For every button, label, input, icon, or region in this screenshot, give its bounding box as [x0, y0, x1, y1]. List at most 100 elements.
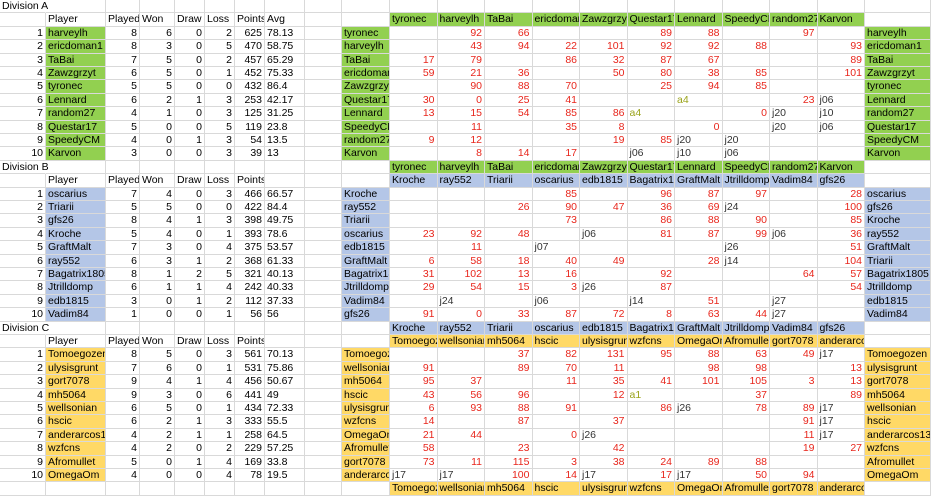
result: j26: [580, 428, 628, 443]
stat: 78.6: [265, 227, 305, 242]
matrix-footer: Afromullet: [722, 482, 770, 496]
result: 37: [485, 348, 533, 362]
stat: 5: [106, 120, 140, 134]
result: 14: [532, 469, 580, 483]
result: 12: [437, 134, 485, 148]
stat: 58.75: [265, 40, 305, 54]
cell: [342, 174, 390, 188]
result: 85: [532, 187, 580, 201]
cell: [675, 281, 723, 295]
result: 11: [437, 120, 485, 134]
result: 90: [532, 201, 580, 215]
cell: [305, 308, 342, 322]
matrix-row-name: wzfcns: [342, 415, 390, 429]
result: 56: [437, 388, 485, 402]
matrix-row-name: ericdoman1: [342, 67, 390, 81]
cell: [865, 321, 931, 335]
stat: 49: [265, 388, 305, 402]
matrix-row-name: anderarcos13: [342, 469, 390, 483]
matrix-footer: wellsonian: [437, 482, 485, 496]
stat: 5: [106, 455, 140, 469]
cell: [390, 348, 438, 362]
stat: 1: [175, 214, 205, 228]
result: 38: [675, 67, 723, 81]
stat: 0: [140, 308, 175, 322]
stat: 422: [235, 201, 265, 215]
stat: 53.57: [265, 241, 305, 255]
cell: [580, 147, 628, 161]
stat: 40.33: [265, 281, 305, 295]
cell: [865, 13, 931, 27]
column-header: Won: [140, 335, 175, 349]
stat: 5: [140, 53, 175, 67]
result: 88: [675, 348, 723, 362]
result: j14: [627, 294, 675, 309]
matrix-footer: Tomoegozen: [390, 482, 438, 496]
stat: 10: [0, 469, 46, 483]
stat: 6: [140, 26, 175, 41]
cell: [865, 160, 931, 175]
matrix-footer: harveylh: [437, 160, 485, 175]
result: 23: [485, 442, 533, 456]
ranked-name: ulysisgrunt: [865, 361, 931, 376]
result: 90: [437, 80, 485, 94]
cell: [46, 321, 106, 335]
cell: [722, 26, 770, 41]
result: 37: [580, 415, 628, 429]
result: 44: [722, 308, 770, 322]
result: j14: [722, 254, 770, 268]
cell: [175, 160, 205, 175]
result: 93: [437, 402, 485, 416]
stat: 1: [175, 254, 205, 268]
matrix-footer: ulysisgrunt: [580, 482, 628, 496]
result: 23: [390, 227, 438, 242]
result: 32: [580, 53, 628, 67]
stat: 9: [106, 375, 140, 389]
stat: 56: [235, 308, 265, 322]
result: 101: [675, 375, 723, 389]
stat: 0: [175, 241, 205, 255]
cell: [627, 415, 675, 429]
cell: [580, 294, 628, 309]
cell: [437, 0, 485, 14]
stat: 7: [0, 107, 46, 121]
result: 91: [390, 308, 438, 322]
matrix-header: Vadim84: [770, 174, 818, 188]
stat: 393: [235, 227, 265, 242]
stat: 5: [205, 40, 235, 54]
matrix-footer: gfs26: [817, 321, 865, 335]
ranked-name: wellsonian: [865, 402, 931, 416]
cell: [437, 348, 485, 362]
stat: 119: [235, 120, 265, 134]
stat: 3: [205, 147, 235, 161]
ranked-name: harveylh: [865, 26, 931, 41]
result: 37: [722, 388, 770, 402]
result: 64: [770, 268, 818, 282]
stat: 0: [140, 134, 175, 148]
cell: [305, 281, 342, 295]
player-name: random27: [46, 107, 106, 121]
cell: [305, 134, 342, 148]
stat: 112: [235, 294, 265, 309]
stat: 432: [235, 80, 265, 94]
result: 6: [390, 402, 438, 416]
cell: [722, 93, 770, 108]
stat: 66.57: [265, 187, 305, 201]
player-name: Afromullet: [46, 455, 106, 469]
matrix-footer: Vadim84: [770, 321, 818, 335]
matrix-footer: gort7078: [770, 482, 818, 496]
cell: [305, 241, 342, 255]
result: 95: [390, 375, 438, 389]
result: 86: [627, 214, 675, 228]
stat: 0: [175, 26, 205, 41]
result: 0: [675, 120, 723, 134]
stat: 4: [205, 469, 235, 483]
result: 81: [627, 227, 675, 242]
result: 8: [580, 120, 628, 134]
cell: [305, 294, 342, 309]
player-name: edb1815: [46, 294, 106, 309]
result: 18: [485, 254, 533, 268]
result: 57: [817, 268, 865, 282]
ranked-name: gfs26: [865, 201, 931, 215]
result: j17: [817, 428, 865, 443]
